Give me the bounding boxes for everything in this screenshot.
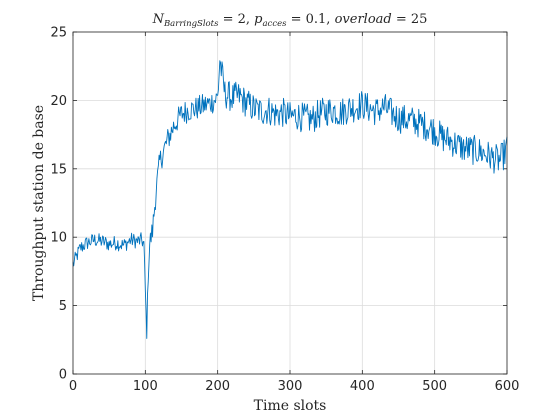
chart-title: NBarringSlots = 2, pacces = 0.1, overloa… (152, 12, 428, 29)
x-tick-label: 300 (278, 379, 303, 394)
x-tick-label: 100 (133, 379, 158, 394)
y-tick-label: 5 (59, 299, 67, 314)
x-tick-label: 400 (350, 379, 375, 394)
x-tick-label: 200 (205, 379, 230, 394)
y-tick-label: 15 (50, 162, 67, 177)
x-tick-label: 500 (422, 379, 447, 394)
y-tick-label: 0 (59, 368, 67, 383)
y-tick-label: 20 (50, 94, 67, 109)
throughput-series-line (72, 60, 508, 339)
y-tick-label: 25 (50, 26, 67, 41)
y-axis-label: Throughput station de base (31, 105, 47, 301)
x-tick-label: 0 (69, 379, 77, 394)
x-axis-label: Time slots (254, 398, 327, 414)
y-tick-label: 10 (50, 231, 67, 246)
plot-area-frame (72, 31, 508, 375)
axis-ticks: 0 100 200 300 400 500 600 0 5 10 15 20 25 (50, 26, 519, 395)
x-tick-label: 600 (495, 379, 520, 394)
grid (72, 31, 508, 375)
